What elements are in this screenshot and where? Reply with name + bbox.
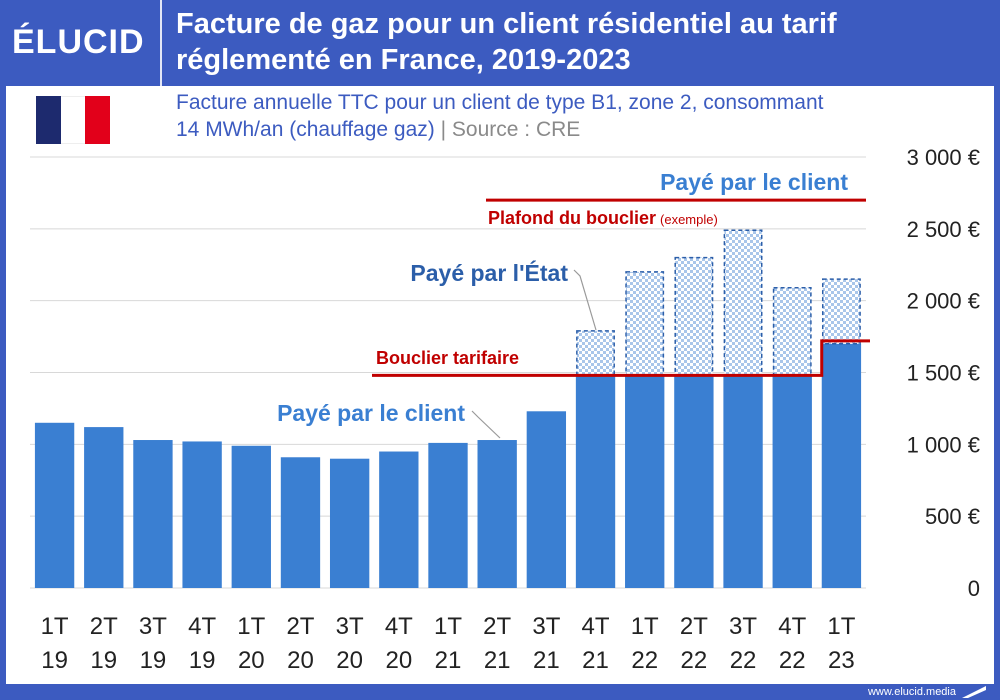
subtitle-line-2: 14 MWh/an (chauffage gaz) | Source : CRE <box>176 116 976 143</box>
footer-url[interactable]: www.elucid.media <box>867 686 956 698</box>
flag-red-stripe <box>85 96 111 144</box>
y-tick-label: 2 000 € <box>907 289 980 314</box>
subtitle-separator: | <box>440 118 447 141</box>
x-tick-label-year: 21 <box>582 647 609 674</box>
flag-white-stripe <box>60 96 86 144</box>
bar-client <box>674 375 714 588</box>
bar-client <box>84 427 124 588</box>
x-tick-label-year: 22 <box>779 647 806 674</box>
x-tick-label-year: 22 <box>631 647 658 674</box>
chart-subtitle: Facture annuelle TTC pour un client de t… <box>176 89 976 143</box>
bar-client <box>133 440 173 588</box>
y-tick-label: 1 500 € <box>907 361 980 386</box>
y-tick-label: 0 <box>968 576 980 601</box>
x-tick-label-year: 23 <box>828 647 855 674</box>
state-label: Payé par l'État <box>410 259 568 286</box>
brand-mark-icon <box>962 686 986 698</box>
bar-state <box>576 330 615 377</box>
x-tick-label-quarter: 3T <box>729 613 757 640</box>
y-tick-label: 2 500 € <box>907 217 980 242</box>
bar-client <box>575 375 616 588</box>
bar-client <box>821 343 862 588</box>
title-line-2: réglementé en France, 2019-2023 <box>176 44 631 76</box>
x-tick-label-year: 20 <box>336 647 363 674</box>
bar-client <box>428 442 468 588</box>
x-tick-label-year: 22 <box>681 647 708 674</box>
x-tick-label-year: 21 <box>533 647 560 674</box>
x-tick-label-quarter: 2T <box>90 613 118 640</box>
bar-client <box>723 375 763 588</box>
flag-blue-stripe <box>36 96 61 144</box>
x-tick-label-quarter: 1T <box>434 613 462 640</box>
subtitle-line-1: Facture annuelle TTC pour un client de t… <box>176 91 824 114</box>
y-tick-label: 1 000 € <box>907 432 980 457</box>
x-tick-label-quarter: 3T <box>532 613 560 640</box>
bar-state <box>821 278 861 345</box>
x-tick-label-quarter: 2T <box>680 613 708 640</box>
x-tick-label-quarter: 4T <box>778 613 806 640</box>
shield-cap-note: (exemple) <box>660 212 718 227</box>
france-flag-icon <box>36 96 111 144</box>
bar-state <box>772 286 812 377</box>
page-title: Facture de gaz pour un client résidentie… <box>176 6 991 78</box>
state-label-leader <box>573 269 597 331</box>
subtitle-desc: 14 MWh/an (chauffage gaz) <box>176 118 435 141</box>
header-bar: ÉLUCID Facture de gaz pour un client rés… <box>0 0 1000 86</box>
bar-client <box>280 457 321 588</box>
x-tick-label-year: 20 <box>238 647 265 674</box>
x-tick-label-quarter: 1T <box>631 613 659 640</box>
bar-client <box>772 375 812 588</box>
bar-client <box>329 458 370 588</box>
bar-state <box>723 229 763 377</box>
x-tick-label-quarter: 1T <box>41 613 69 640</box>
header-divider <box>160 0 162 86</box>
y-tick-label: 500 € <box>925 504 980 529</box>
x-tick-label-year: 20 <box>385 647 412 674</box>
x-tick-label-quarter: 2T <box>483 613 511 640</box>
client-label: Payé par le client <box>277 400 465 426</box>
bar-client <box>182 441 222 588</box>
shield-label: Bouclier tarifaire <box>376 348 519 368</box>
x-tick-label-year: 19 <box>189 647 216 674</box>
axis-ticks: 0 500 € 1 000 € 1 500 € 2 000 € 2 500 € 3 000 … <box>907 145 980 601</box>
x-axis-labels: 1T 19 2T 19 3T 19 4T 19 1T 20 2T 20 3T 20 4T 20 1T 21 2T 21… <box>41 613 856 674</box>
bar-client <box>34 422 75 588</box>
shield-line <box>372 339 870 377</box>
x-tick-label-quarter: 1T <box>237 613 265 640</box>
x-tick-label-year: 19 <box>140 647 167 674</box>
source-label: Source : CRE <box>451 118 581 141</box>
bar-client <box>526 411 567 588</box>
x-tick-label-year: 20 <box>287 647 314 674</box>
x-tick-label-quarter: 4T <box>188 613 216 640</box>
bar-state <box>625 271 665 377</box>
x-tick-label-quarter: 4T <box>385 613 413 640</box>
bar-client <box>379 451 419 588</box>
client-label-leader <box>471 410 501 439</box>
shield-lines <box>372 198 870 377</box>
x-tick-label-year: 19 <box>41 647 68 674</box>
x-tick-label-year: 21 <box>435 647 462 674</box>
title-line-1: Facture de gaz pour un client résidentie… <box>176 8 837 40</box>
x-tick-label-year: 19 <box>90 647 117 674</box>
client-legend-label: Payé par le client <box>660 169 848 195</box>
x-tick-label-year: 21 <box>484 647 511 674</box>
x-tick-label-quarter: 3T <box>139 613 167 640</box>
x-tick-label-quarter: 3T <box>336 613 364 640</box>
brand-logo[interactable]: ÉLUCID <box>12 23 145 61</box>
shield-cap-text: Plafond du bouclier <box>488 208 656 228</box>
shield-cap-label: Plafond du bouclier (exemple) <box>488 208 718 228</box>
x-tick-label-quarter: 4T <box>582 613 610 640</box>
x-tick-label-year: 22 <box>730 647 757 674</box>
x-tick-label-quarter: 2T <box>286 613 314 640</box>
bar-client <box>625 375 665 588</box>
y-tick-label: 3 000 € <box>907 145 980 170</box>
bar-state <box>674 256 714 377</box>
bar-client <box>477 440 517 588</box>
bar-client <box>231 445 271 588</box>
bars <box>34 229 862 588</box>
annotations: Payé par le client Plafond du bouclier (e… <box>277 169 848 439</box>
x-tick-label-quarter: 1T <box>827 613 855 640</box>
